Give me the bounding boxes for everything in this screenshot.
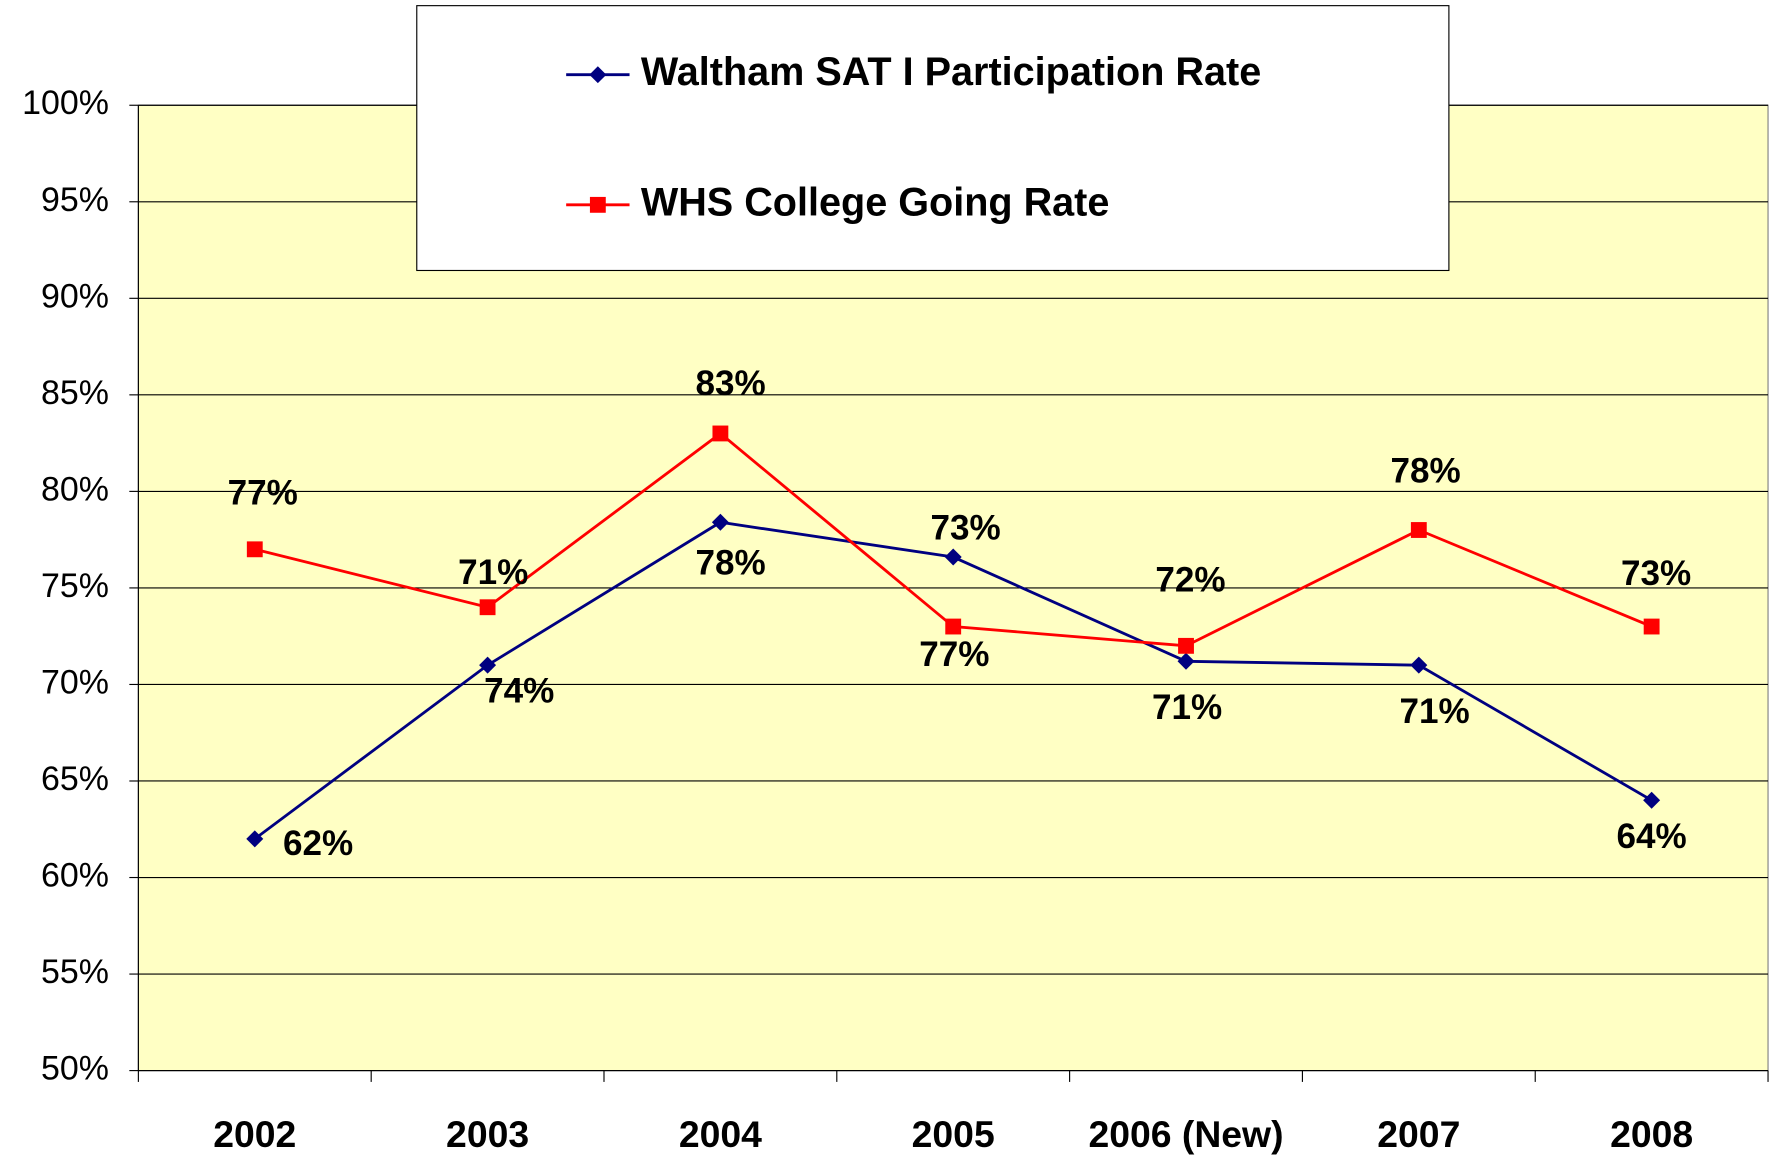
x-tick-label: 2002 (213, 1113, 296, 1155)
data-point (1410, 522, 1427, 538)
series (246, 425, 1660, 654)
y-tick-label: 55% (41, 953, 109, 991)
data-point (711, 513, 729, 531)
y-tick-label: 65% (41, 760, 109, 798)
y-tick-label: 95% (41, 181, 109, 219)
data-label: 71% (458, 553, 528, 592)
legend-marker (589, 196, 606, 213)
y-tick-label: 100% (22, 84, 109, 122)
x-tick-label: 2003 (446, 1113, 529, 1155)
data-label: 83% (695, 364, 765, 403)
data-point (1178, 637, 1194, 654)
x-tick-label: 2008 (1610, 1113, 1693, 1155)
data-point (945, 618, 962, 635)
data-point (246, 541, 263, 558)
x-tick-label: 2006 (New) (1088, 1113, 1283, 1155)
data-label: 78% (695, 544, 765, 583)
y-tick-label: 90% (41, 277, 109, 315)
data-label: 71% (1400, 692, 1470, 731)
data-point (479, 656, 497, 674)
y-tick-label: 70% (41, 663, 109, 701)
y-tick-label: 60% (41, 856, 109, 894)
data-label: 64% (1617, 817, 1687, 856)
x-tick-label: 2005 (912, 1113, 995, 1155)
data-point (1177, 652, 1195, 670)
data-label: 71% (1152, 688, 1222, 727)
legend-label: Waltham SAT I Participation Rate (641, 50, 1261, 94)
y-tick-label: 75% (41, 567, 109, 605)
data-point (944, 548, 962, 566)
x-tick-label: 2007 (1377, 1113, 1460, 1155)
y-tick-label: 80% (41, 470, 109, 508)
data-point (479, 599, 496, 616)
data-point (1643, 618, 1660, 635)
legend-label: WHS College Going Rate (641, 180, 1110, 224)
data-label: 78% (1391, 452, 1461, 491)
data-label: 72% (1155, 561, 1225, 600)
data-point (712, 425, 729, 442)
data-label: 73% (931, 509, 1001, 548)
legend-box (416, 5, 1450, 272)
y-tick-label: 50% (41, 1050, 109, 1088)
data-label: 73% (1621, 554, 1691, 593)
data-label: 77% (919, 635, 989, 674)
y-tick-label: 85% (41, 374, 109, 412)
legend: Waltham SAT I Participation Rate WHS Coll… (416, 5, 1450, 272)
data-label: 74% (484, 672, 554, 711)
data-label: 62% (283, 824, 353, 863)
legend-marker (589, 66, 607, 84)
data-label: 77% (228, 473, 298, 512)
x-tick-label: 2004 (679, 1113, 762, 1155)
data-point (1410, 656, 1428, 674)
